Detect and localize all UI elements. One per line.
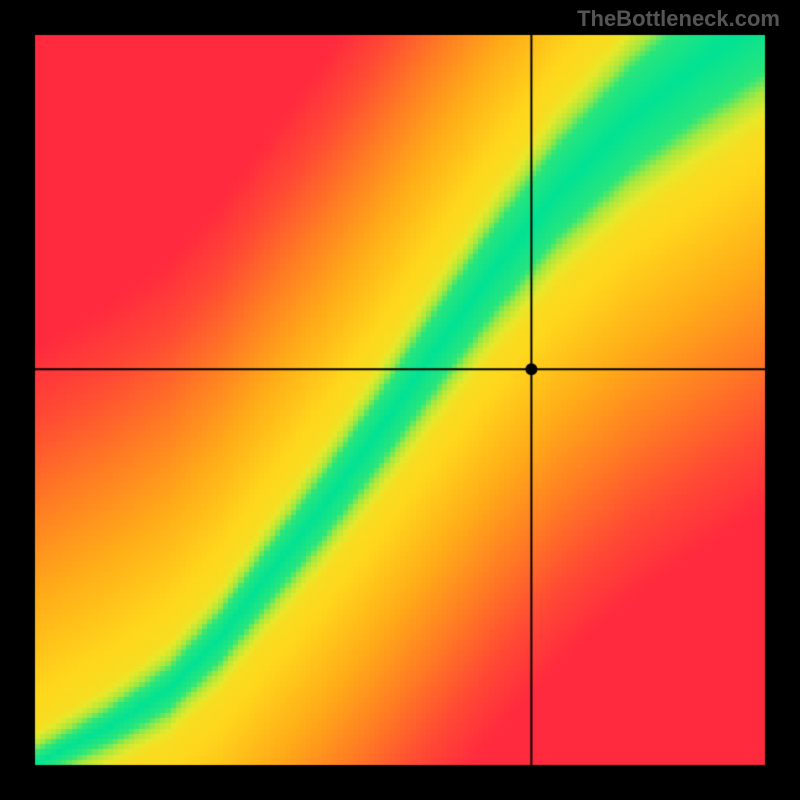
bottleneck-heatmap xyxy=(0,0,800,800)
